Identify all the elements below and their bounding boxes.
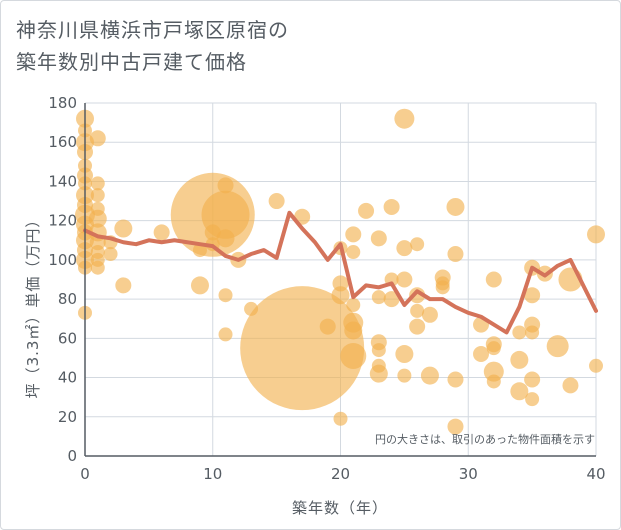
x-tick-label: 30 (459, 465, 478, 483)
data-point-bubble (88, 209, 107, 228)
data-point-bubble (524, 287, 541, 304)
data-point-bubble (371, 343, 386, 358)
data-point-bubble (268, 193, 285, 210)
data-point-bubble (486, 374, 501, 389)
y-tick-label: 80 (58, 290, 77, 308)
data-point-bubble (201, 190, 250, 239)
data-point-bubble (217, 177, 234, 194)
data-point-bubble (331, 286, 350, 305)
y-tick-label: 20 (58, 408, 77, 426)
data-point-bubble (371, 290, 386, 305)
data-point-bubble (115, 277, 132, 294)
y-tick-labels: 0 20 40 60 80 100 120 140 160 180 (48, 94, 77, 465)
data-point-bubble (103, 247, 118, 262)
data-point-bubble (525, 392, 540, 407)
data-point-bubble (486, 341, 501, 356)
data-point-bubble (410, 237, 425, 252)
data-point-bubble (421, 306, 438, 323)
data-point-bubble (333, 411, 348, 426)
y-tick-label: 100 (48, 251, 77, 269)
data-point-bubble (587, 225, 605, 244)
data-point-bubble (190, 276, 209, 295)
data-point-bubble (525, 325, 540, 340)
chart-title-line-2: 築年数別中古戸建て価格 (16, 50, 247, 74)
data-point-bubble (319, 318, 336, 335)
data-point-bubble (446, 197, 465, 216)
data-point-bubble (89, 130, 106, 147)
data-point-bubble (346, 297, 361, 312)
data-point-bubble (90, 176, 105, 191)
data-point-bubble (340, 342, 367, 369)
data-point-bubble (447, 418, 464, 435)
y-tick-label: 40 (58, 369, 77, 387)
data-point-bubble (370, 230, 387, 247)
data-point-bubble (218, 327, 233, 342)
data-point-bubble (562, 377, 579, 394)
data-point-bubble (510, 382, 529, 401)
data-point-bubble (345, 226, 362, 243)
data-point-bubble (383, 291, 400, 308)
y-tick-label: 180 (48, 94, 77, 112)
data-point-bubble (369, 364, 388, 383)
x-tick-labels: 0 10 20 30 40 (80, 465, 605, 483)
data-point-bubble (409, 287, 426, 304)
average-price-line (83, 210, 598, 335)
y-tick-label: 0 (67, 447, 77, 465)
data-point-bubble (409, 318, 426, 335)
data-point-bubble (410, 303, 425, 318)
data-point-bubble (218, 288, 233, 303)
data-point-bubble (383, 198, 400, 215)
data-point-bubble (546, 335, 569, 358)
y-tick-label: 140 (48, 172, 77, 190)
data-point-bubble (524, 371, 541, 388)
data-point-bubble (396, 271, 413, 288)
data-point-bubble (447, 246, 464, 263)
data-point-bubble (510, 350, 529, 369)
y-tick-label: 60 (58, 329, 77, 347)
data-point-bubble (420, 366, 439, 385)
y-tick-label: 120 (48, 212, 77, 230)
data-point-bubble (447, 371, 464, 388)
x-tick-label: 40 (586, 465, 605, 483)
y-axis-title: 坪（3.3㎡）単価（万円） (24, 212, 42, 399)
data-point-bubble (216, 229, 235, 248)
data-point-bubble (395, 345, 414, 364)
data-point-bubble (240, 286, 365, 411)
data-point-bubble (90, 188, 105, 203)
data-point-bubble (473, 346, 490, 363)
chart-title-line-1: 神奈川県横浜市戸塚区原宿の (16, 18, 289, 42)
x-tick-label: 20 (331, 465, 350, 483)
y-tick-label: 160 (48, 133, 77, 151)
data-point-bubble (485, 271, 502, 288)
x-axis-title: 築年数（年） (292, 499, 388, 517)
data-point-bubble (153, 224, 170, 241)
axes (84, 103, 596, 457)
data-point-bubble (435, 280, 450, 295)
data-point-bubble (396, 240, 413, 257)
bubble-size-note: 円の大きさは、取引のあった物件面積を示す (375, 432, 595, 446)
data-point-bubble (358, 202, 375, 219)
data-point-bubble (346, 245, 361, 260)
chart-title: 神奈川県横浜市戸塚区原宿の 築年数別中古戸建て価格 (16, 14, 289, 78)
x-tick-label: 10 (203, 465, 222, 483)
data-point-bubble (394, 108, 415, 129)
data-point-bubble (114, 219, 133, 238)
data-point-bubble (397, 368, 412, 383)
data-point-bubble (90, 260, 105, 275)
x-tick-label: 0 (80, 465, 90, 483)
data-point-bubble (512, 325, 527, 340)
data-point-bubble (589, 358, 603, 373)
data-point-bubble (344, 321, 363, 340)
